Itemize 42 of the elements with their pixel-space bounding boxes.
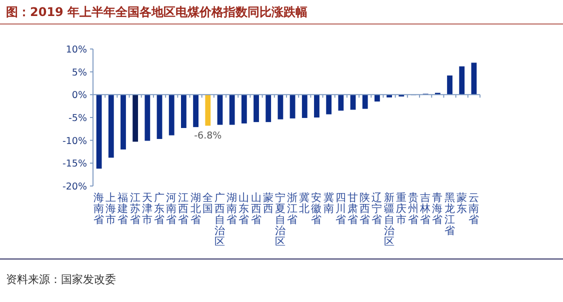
x-tick-label: 四川省 <box>335 192 346 226</box>
x-tick-label: 陕西省 <box>360 192 371 226</box>
x-tick-label: 蒙东 <box>456 191 468 215</box>
x-tick-label: 宁夏自治区 <box>274 191 286 248</box>
x-tick-label: 贵州省 <box>408 191 419 226</box>
x-tick-label: 上海市 <box>106 191 117 226</box>
x-tick-label: 辽宁省 <box>372 192 383 226</box>
y-tick-label: -15% <box>62 158 87 170</box>
x-tick-label: 河南省 <box>166 192 178 226</box>
x-tick-label: 冀北 <box>299 191 310 215</box>
x-tick-label: 云南省 <box>468 192 480 226</box>
x-tick-label: 江苏省 <box>130 192 141 226</box>
text: 资料来源：国家发改委 <box>6 273 116 286</box>
x-tick-label: 黑龙江省 <box>444 192 456 237</box>
x-tick-label: 吉林省 <box>419 191 432 226</box>
x-tick-label: 海南省 <box>94 192 105 226</box>
x-tick-label: 浙江省 <box>287 191 298 226</box>
y-tick-label: 0% <box>72 90 87 102</box>
x-tick-label: 青海省 <box>432 191 444 226</box>
x-tick-label: 广西自治区 <box>214 191 226 248</box>
chart-title: 图：2019 年上半年全国各地区电煤价格指数同比涨跌幅 <box>6 5 308 19</box>
x-tick-label: 蒙西 <box>262 191 274 215</box>
y-tick-label: -10% <box>62 136 87 147</box>
y-tick-label: 10% <box>66 44 87 56</box>
x-tick-label: 安徽省 <box>311 191 322 226</box>
x-tick-label: 山西省 <box>250 191 262 226</box>
x-tick-label: 福建省 <box>116 191 129 226</box>
x-tick-label: 天津市 <box>142 192 153 226</box>
y-tick-label: 5% <box>72 67 87 78</box>
x-tick-label: 山东省 <box>238 191 250 226</box>
x-tick-label: 冀南 <box>323 191 334 215</box>
x-tick-label: 重庆市 <box>396 191 407 226</box>
x-tick-label: 全国 <box>202 192 214 215</box>
x-tick-label: 新疆自治区 <box>384 191 395 248</box>
x-tick-label: 甘肃省 <box>348 191 359 226</box>
y-tick-label: -5% <box>68 113 87 124</box>
x-tick-label: 湖北省 <box>190 192 202 226</box>
x-tick-label: 湖南省 <box>226 192 238 226</box>
x-tick-label: 广东省 <box>154 191 166 226</box>
data-label: -6.8% <box>194 130 222 142</box>
x-tick-label: 江西省 <box>178 192 190 226</box>
y-tick-label: -20% <box>62 182 87 192</box>
